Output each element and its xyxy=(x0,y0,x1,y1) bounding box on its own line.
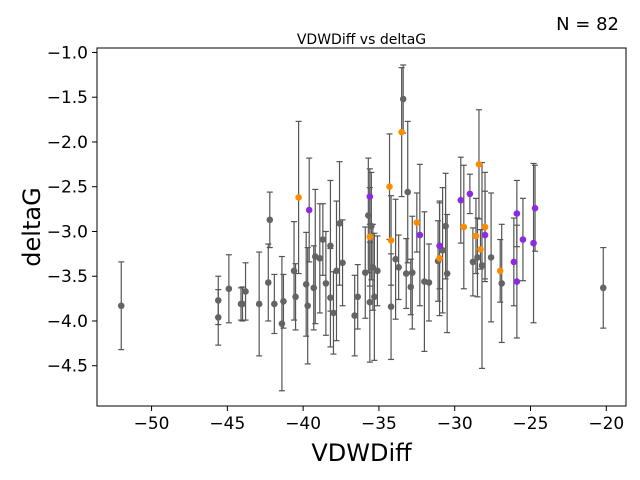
data-point xyxy=(366,193,374,200)
x-tick-label: −45 xyxy=(209,414,245,434)
data-point xyxy=(487,254,495,261)
data-point xyxy=(264,279,272,286)
data-point xyxy=(510,258,518,266)
data-point xyxy=(599,284,607,292)
data-point xyxy=(336,220,343,227)
x-tick-label: −20 xyxy=(588,414,624,434)
data-point xyxy=(330,309,337,317)
x-tick-label: −25 xyxy=(513,414,549,434)
data-point xyxy=(387,237,395,244)
data-point xyxy=(407,283,415,291)
data-point xyxy=(402,270,410,277)
data-point xyxy=(413,219,421,226)
data-point xyxy=(327,294,334,302)
data-point xyxy=(333,267,340,275)
x-tick-label: −40 xyxy=(285,414,321,434)
data-point xyxy=(374,267,381,275)
data-point xyxy=(310,284,318,292)
data-point xyxy=(225,285,233,293)
data-point xyxy=(280,297,287,305)
sample-count-label: N = 82 xyxy=(556,14,619,35)
data-point xyxy=(404,188,412,196)
x-axis-label: VDWDiff xyxy=(311,439,412,467)
y-tick-label: −1.0 xyxy=(47,43,88,63)
data-point xyxy=(395,263,402,271)
data-point xyxy=(399,95,407,103)
data-point xyxy=(361,269,369,276)
data-point xyxy=(351,312,358,319)
data-point xyxy=(466,190,474,198)
y-tick-label: −2.0 xyxy=(47,133,88,153)
data-point xyxy=(513,210,521,217)
y-tick-label: −4.0 xyxy=(47,312,88,332)
data-point xyxy=(354,293,362,301)
data-point xyxy=(498,280,506,287)
y-tick-label: −1.5 xyxy=(47,88,88,108)
data-point xyxy=(436,255,443,262)
data-point xyxy=(478,262,486,269)
data-point xyxy=(290,267,298,275)
data-point xyxy=(530,239,537,247)
y-tick-label: −4.5 xyxy=(47,357,88,377)
data-point xyxy=(386,183,393,191)
data-point xyxy=(496,267,504,275)
data-point xyxy=(369,263,377,271)
data-point xyxy=(398,128,405,136)
x-tick-label: −30 xyxy=(437,414,473,434)
data-point xyxy=(481,223,489,231)
data-point xyxy=(531,204,539,212)
data-point xyxy=(214,314,222,321)
data-point xyxy=(368,222,375,230)
data-point xyxy=(425,279,433,286)
x-tick-label: −35 xyxy=(361,414,397,434)
data-point xyxy=(214,297,222,304)
data-point xyxy=(304,302,311,310)
data-point xyxy=(365,212,372,219)
data-point xyxy=(322,280,330,287)
data-point xyxy=(474,254,481,261)
data-point xyxy=(477,246,484,253)
data-point xyxy=(339,259,346,267)
data-point xyxy=(469,258,477,266)
data-point xyxy=(513,278,521,285)
data-point xyxy=(278,320,286,327)
data-point xyxy=(392,255,399,263)
data-point xyxy=(327,242,334,250)
data-point xyxy=(266,216,274,224)
data-point xyxy=(475,161,483,168)
data-point xyxy=(442,222,449,230)
data-point xyxy=(366,298,374,306)
data-point xyxy=(295,194,302,201)
data-point xyxy=(242,288,249,295)
data-point xyxy=(443,270,451,277)
y-tick-label: −3.0 xyxy=(47,222,88,242)
data-point xyxy=(457,196,465,204)
x-tick-label: −50 xyxy=(134,414,170,434)
data-point xyxy=(519,236,527,243)
data-point xyxy=(387,303,395,310)
plot-frame xyxy=(96,47,627,407)
data-point xyxy=(117,302,125,310)
data-point xyxy=(292,293,299,301)
chart-title: VDWDiff vs deltaG xyxy=(297,32,426,48)
data-point xyxy=(460,223,468,231)
data-point xyxy=(319,236,327,243)
data-point xyxy=(371,293,378,301)
data-point xyxy=(316,255,324,262)
data-point xyxy=(271,300,278,308)
data-point xyxy=(302,280,310,288)
data-point xyxy=(472,232,480,240)
data-point xyxy=(366,233,374,241)
data-point xyxy=(239,300,246,308)
data-point xyxy=(481,231,489,239)
y-axis-label: deltaG xyxy=(18,187,46,266)
data-point xyxy=(305,206,313,214)
data-point xyxy=(416,231,424,239)
data-point xyxy=(436,242,443,250)
data-point xyxy=(408,269,416,276)
y-tick-label: −2.5 xyxy=(47,178,88,198)
data-point xyxy=(255,300,263,308)
y-tick-label: −3.5 xyxy=(47,267,88,287)
